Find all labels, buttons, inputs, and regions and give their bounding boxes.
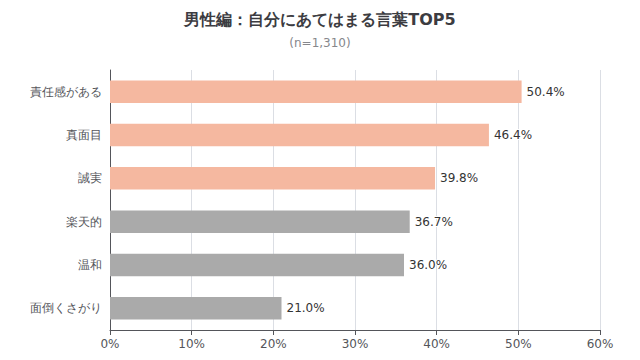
svg-text:責任感がある: 責任感がある	[30, 85, 102, 99]
svg-text:40%: 40%	[423, 337, 450, 351]
svg-text:50.4%: 50.4%	[527, 85, 565, 99]
svg-text:20%: 20%	[260, 337, 287, 351]
svg-text:36.0%: 36.0%	[409, 258, 447, 272]
svg-text:誠実: 誠実	[78, 171, 102, 185]
svg-text:(n=1,310): (n=1,310)	[289, 36, 350, 50]
svg-text:温和: 温和	[78, 258, 102, 272]
svg-text:50%: 50%	[505, 337, 532, 351]
svg-text:面倒くさがり: 面倒くさがり	[30, 301, 102, 315]
svg-text:39.8%: 39.8%	[440, 171, 478, 185]
svg-text:真面目: 真面目	[66, 128, 102, 142]
svg-text:楽天的: 楽天的	[66, 215, 102, 229]
svg-text:46.4%: 46.4%	[494, 128, 532, 142]
svg-text:21.0%: 21.0%	[287, 301, 325, 315]
svg-text:36.7%: 36.7%	[415, 215, 453, 229]
svg-text:30%: 30%	[342, 337, 369, 351]
svg-text:男性編：自分にあてはまる言葉TOP5: 男性編：自分にあてはまる言葉TOP5	[183, 10, 455, 29]
svg-text:0%: 0%	[100, 337, 119, 351]
svg-text:10%: 10%	[178, 337, 205, 351]
svg-text:60%: 60%	[587, 337, 614, 351]
